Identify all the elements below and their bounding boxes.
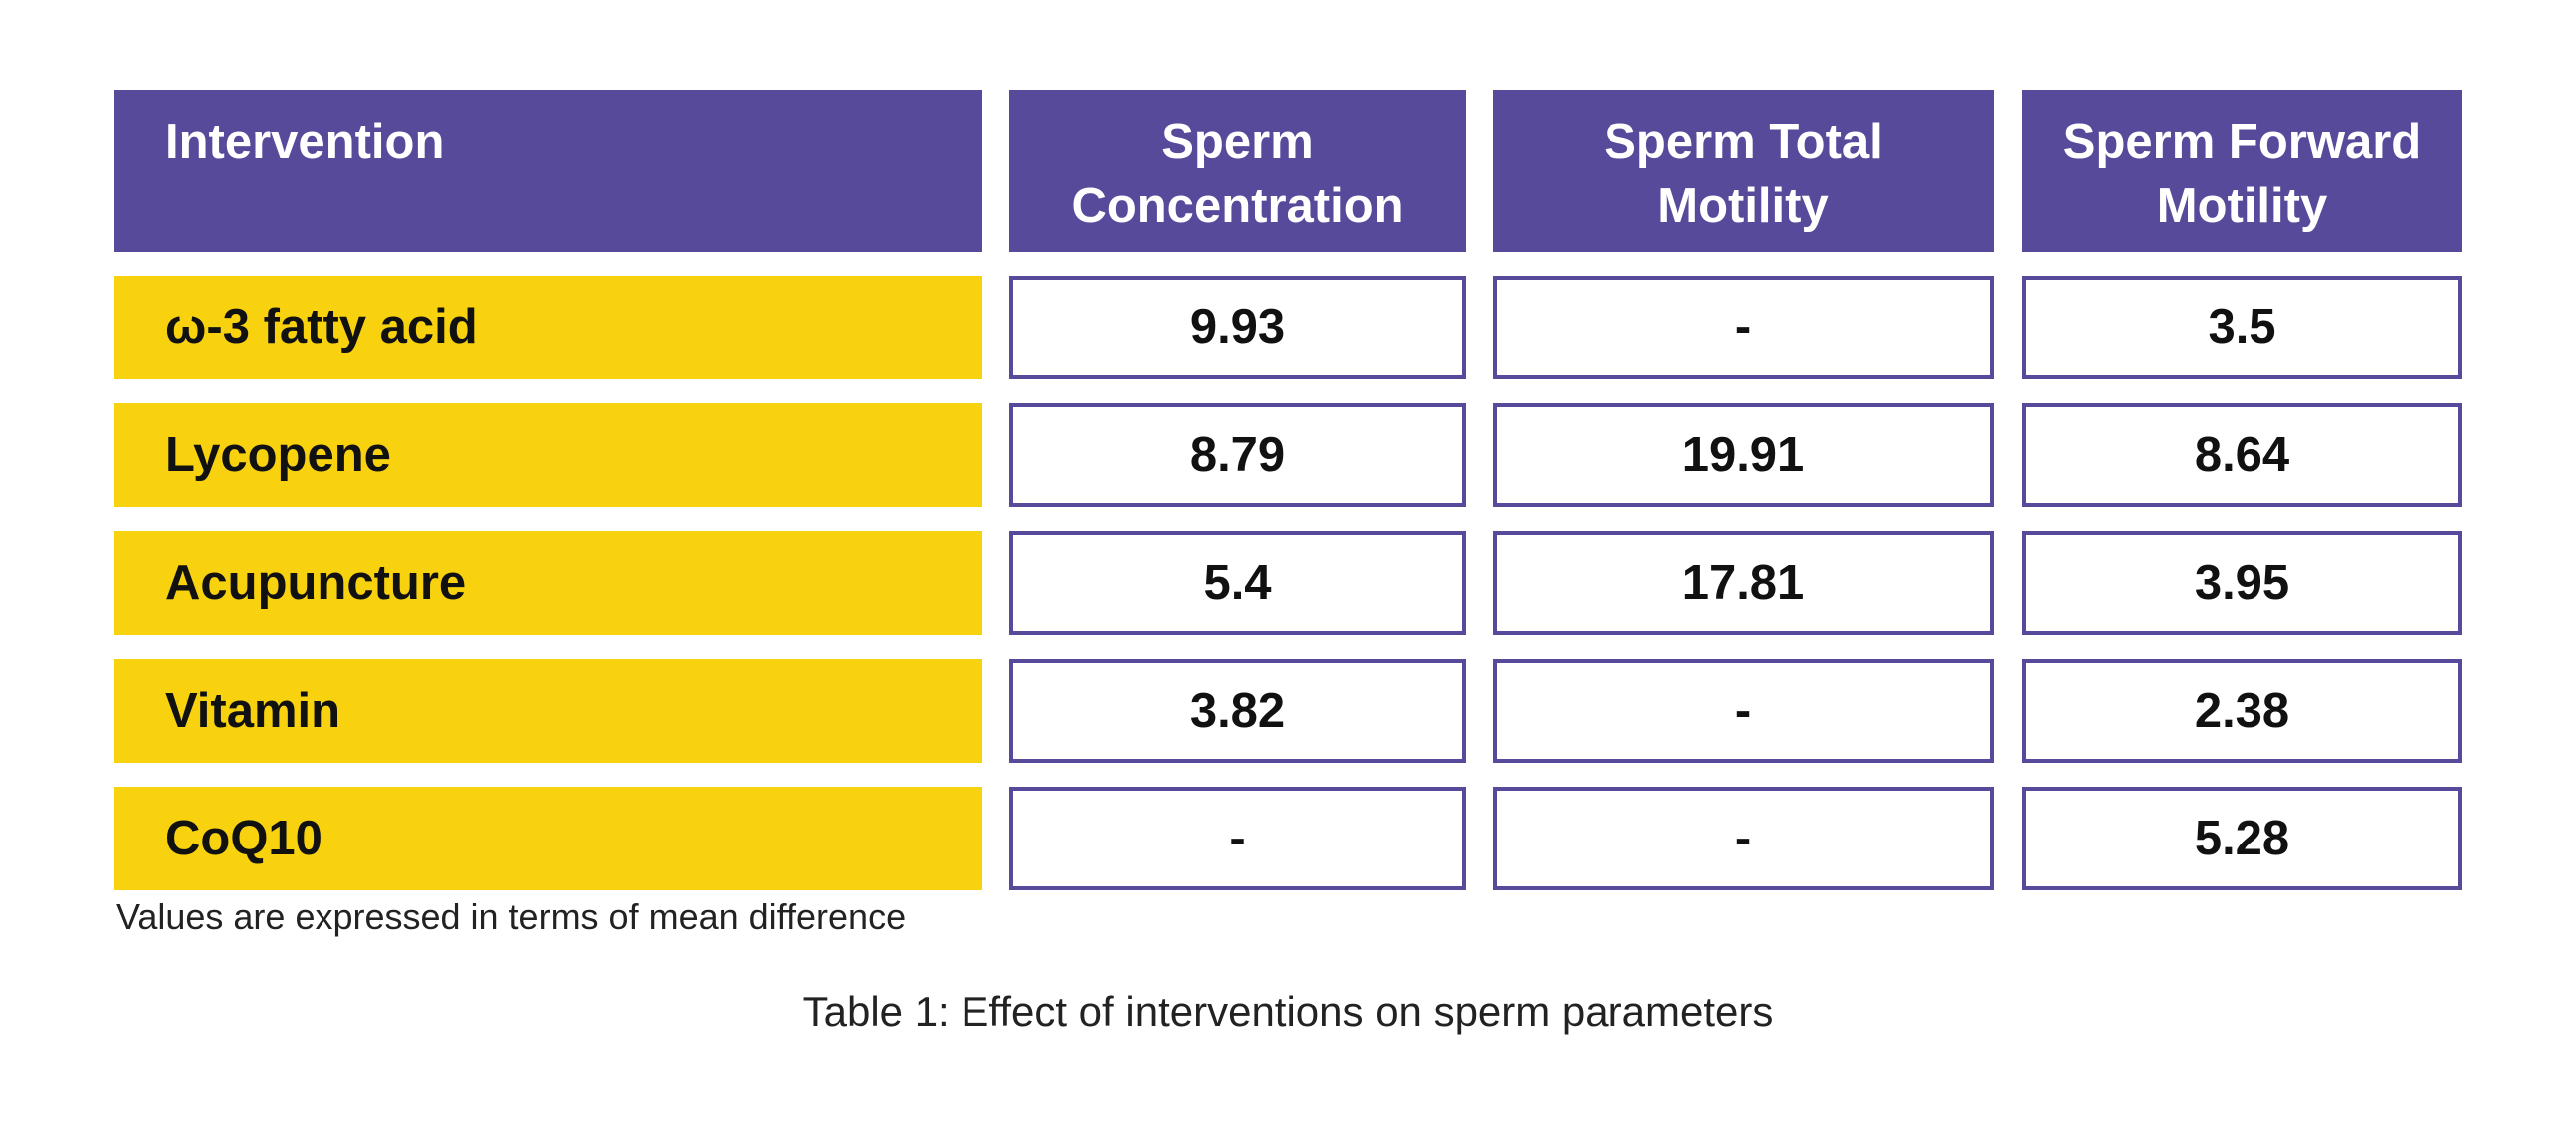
cell-omega3-total-motility: - [1493,276,1994,379]
cell-lycopene-total-motility: 19.91 [1493,403,1994,507]
cell-omega3-forward-motility: 3.5 [2022,276,2462,379]
cell-value: 3.5 [2208,300,2276,354]
row-label-text: Lycopene [165,428,391,482]
cell-omega3-concentration: 9.93 [1009,276,1466,379]
header-intervention: Intervention [114,90,982,252]
table-caption: Table 1: Effect of interventions on sper… [802,988,1774,1035]
cell-vitamin-total-motility: - [1493,659,1994,763]
cell-value: 5.4 [1203,556,1272,610]
cell-value: 5.28 [2194,812,2290,865]
cell-value: 3.95 [2194,556,2290,610]
row-label-text: Acupuncture [165,556,467,610]
row-label-vitamin: Vitamin [114,659,982,763]
row-label-omega3: ω-3 fatty acid [114,276,982,379]
cell-value: 3.82 [1189,684,1286,738]
header-sperm-concentration: Sperm Concentration [1009,90,1466,252]
cell-value: 19.91 [1681,428,1805,482]
cell-acupuncture-total-motility: 17.81 [1493,531,1994,635]
table-footnote: Values are expressed in terms of mean di… [116,896,907,937]
header-sperm-concentration-label: Sperm Concentration [1071,115,1404,233]
row-label-acupuncture: Acupuncture [114,531,982,635]
cell-value: - [1734,812,1752,865]
cell-lycopene-concentration: 8.79 [1009,403,1466,507]
row-label-text: CoQ10 [165,812,322,865]
header-sperm-total-motility-label: Sperm Total Motility [1604,115,1883,233]
cell-acupuncture-forward-motility: 3.95 [2022,531,2462,635]
cell-coq10-total-motility: - [1493,787,1994,890]
row-label-text: ω-3 fatty acid [165,300,478,354]
cell-lycopene-forward-motility: 8.64 [2022,403,2462,507]
cell-coq10-concentration: - [1009,787,1466,890]
cell-value: 17.81 [1681,556,1805,610]
cell-value: 8.64 [2194,428,2290,482]
cell-value: - [1734,684,1752,738]
cell-value: 2.38 [2194,684,2290,738]
cell-vitamin-forward-motility: 2.38 [2022,659,2462,763]
header-sperm-total-motility: Sperm Total Motility [1493,90,1994,252]
header-intervention-label: Intervention [165,115,445,169]
header-sperm-forward-motility-label: Sperm Forward Motility [2062,115,2422,233]
cell-value: - [1734,300,1752,354]
cell-value: - [1229,812,1246,865]
cell-acupuncture-concentration: 5.4 [1009,531,1466,635]
row-label-lycopene: Lycopene [114,403,982,507]
row-label-coq10: CoQ10 [114,787,982,890]
cell-value: 8.79 [1189,428,1286,482]
row-label-text: Vitamin [165,684,341,738]
header-sperm-forward-motility: Sperm Forward Motility [2022,90,2462,252]
cell-value: 9.93 [1189,300,1286,354]
cell-vitamin-concentration: 3.82 [1009,659,1466,763]
cell-coq10-forward-motility: 5.28 [2022,787,2462,890]
